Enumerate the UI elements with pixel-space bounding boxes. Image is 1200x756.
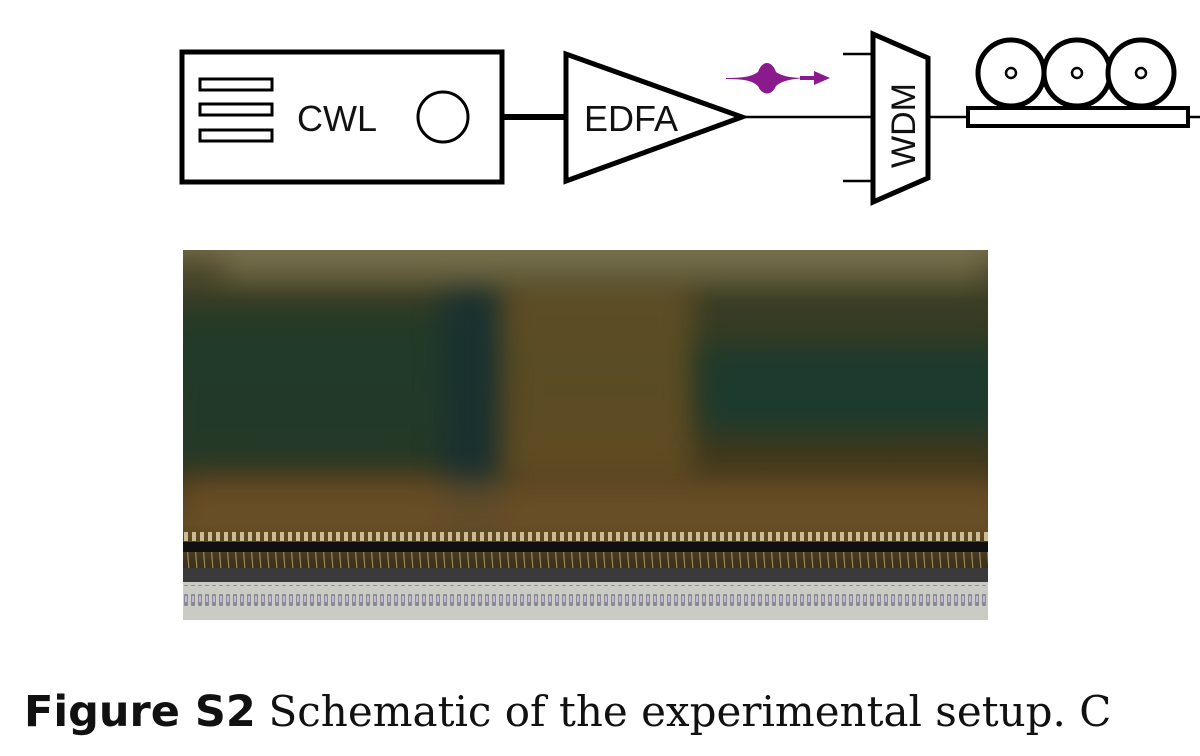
cwl-label: CWL bbox=[297, 98, 377, 139]
laser-vent-slot bbox=[198, 128, 274, 143]
caption-text: Schematic of the experimental setup. C bbox=[268, 687, 1112, 736]
chip-photo bbox=[183, 250, 988, 620]
wdm-module: WDM bbox=[843, 30, 931, 206]
bond-wires bbox=[183, 532, 988, 620]
edfa-label: EDFA bbox=[584, 98, 678, 139]
figure-label: Figure S2 bbox=[24, 687, 256, 737]
figure-caption: Figure S2 Schematic of the experimental … bbox=[24, 680, 1111, 742]
wdm-label: WDM bbox=[885, 83, 923, 168]
edfa-amplifier: EDFA bbox=[563, 50, 750, 185]
fiber-spool-icon bbox=[966, 37, 1190, 128]
cw-laser: CWL bbox=[179, 49, 505, 185]
optical-pulse-icon bbox=[726, 63, 830, 94]
laser-vent-slot bbox=[198, 77, 274, 92]
laser-vent-slot bbox=[198, 102, 274, 117]
laser-knob bbox=[416, 90, 470, 144]
setup-schematic: CWL EDFA WDM bbox=[179, 30, 1200, 206]
